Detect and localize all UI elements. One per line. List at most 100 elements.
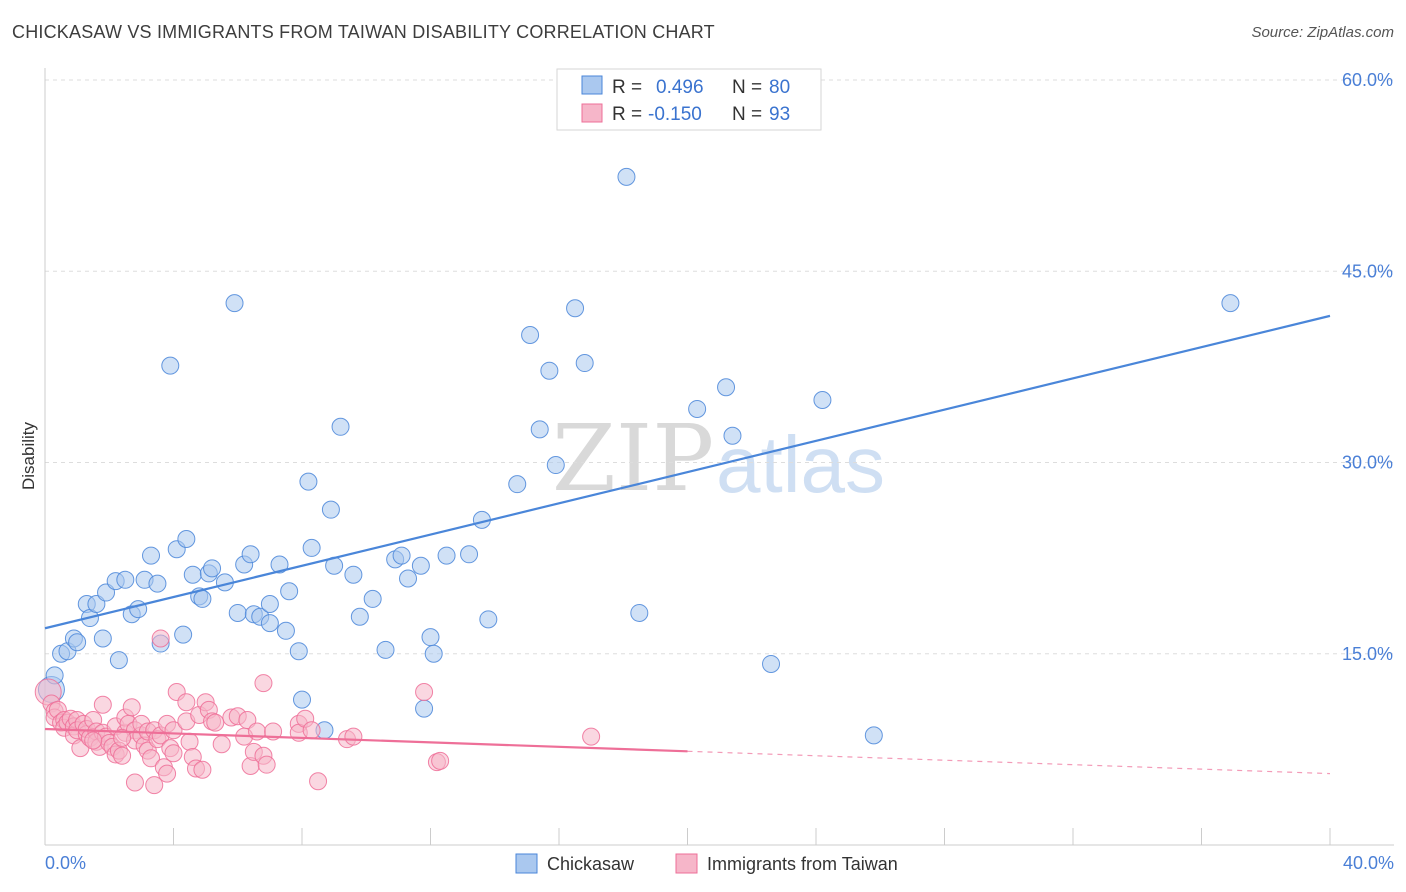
chickasaw-point — [566, 299, 585, 318]
series-legend-label-taiwan: Immigrants from Taiwan — [707, 854, 898, 874]
x-tick-labels: 0.0% 40.0% — [44, 828, 1394, 873]
chickasaw-point — [399, 569, 418, 588]
chickasaw-point — [864, 726, 883, 745]
chickasaw-point — [87, 595, 106, 614]
taiwan-point — [344, 727, 363, 746]
chickasaw-point — [193, 589, 212, 608]
chickasaw-point — [161, 356, 180, 375]
taiwan-point — [193, 760, 212, 779]
taiwan-trend-line-extension — [687, 750, 1331, 775]
taiwan-point — [180, 732, 199, 751]
source-credit: Source: ZipAtlas.com — [1251, 24, 1394, 41]
chickasaw-point — [437, 546, 456, 565]
watermark-atlas: atlas — [716, 420, 885, 509]
y-tick-label: 30.0% — [1342, 453, 1393, 473]
legend-r-label: R = — [612, 104, 642, 125]
watermark-zip: ZIP — [552, 405, 714, 512]
chickasaw-point — [376, 640, 395, 659]
chickasaw-point — [116, 570, 135, 589]
taiwan-point — [582, 727, 601, 746]
chickasaw-point — [241, 545, 260, 564]
chickasaw-point — [392, 546, 411, 565]
chickasaw-point — [344, 565, 363, 584]
axes — [44, 68, 1394, 846]
chickasaw-point — [723, 426, 742, 445]
taiwan-point — [122, 698, 141, 717]
chickasaw-point — [350, 607, 369, 626]
chickasaw-point — [321, 500, 340, 519]
chickasaw-point — [174, 625, 193, 644]
chickasaw-point — [1221, 294, 1240, 313]
chickasaw-point — [415, 699, 434, 718]
chickasaw-point — [93, 629, 112, 648]
chickasaw-point — [331, 417, 350, 436]
taiwan-point — [93, 695, 112, 714]
taiwan-point — [254, 674, 273, 693]
taiwan-trend-line — [44, 727, 688, 753]
y-axis-title: Disability — [19, 421, 38, 490]
legend-r-value: -0.150 — [648, 104, 702, 125]
y-tick-label: 60.0% — [1342, 70, 1393, 90]
chickasaw-point — [276, 621, 295, 640]
chickasaw-point — [363, 589, 382, 608]
taiwan-point — [177, 693, 196, 712]
chickasaw-point — [546, 456, 565, 475]
chickasaw-point — [617, 167, 636, 186]
taiwan-point — [142, 749, 161, 768]
chickasaw-point — [530, 420, 549, 439]
chickasaw-point — [97, 583, 116, 602]
taiwan-point — [415, 683, 434, 701]
chickasaw-point — [717, 378, 736, 397]
chickasaw-point — [270, 555, 289, 574]
chickasaw-point — [302, 538, 321, 557]
y-tick-label: 45.0% — [1342, 261, 1393, 281]
legend-r-label: R = — [612, 77, 642, 98]
chickasaw-point — [424, 644, 443, 663]
legend-r-value: 0.496 — [656, 77, 704, 98]
chickasaw-point — [109, 651, 128, 670]
chickasaw-point — [508, 475, 527, 494]
chickasaw-point — [411, 556, 430, 575]
taiwan-point — [151, 629, 170, 648]
taiwan-point — [238, 711, 257, 730]
series-legend-swatch-taiwan — [675, 853, 698, 874]
chickasaw-point — [299, 472, 318, 491]
taiwan-point — [309, 772, 328, 791]
taiwan-point — [212, 735, 231, 754]
stats-legend: R = 0.496 N = 80 R = -0.150 N = 93 — [556, 68, 822, 131]
chickasaw-point — [260, 595, 279, 614]
legend-swatch-taiwan — [581, 103, 603, 123]
chickasaw-point — [521, 326, 540, 344]
chickasaw-point — [460, 545, 479, 564]
chickasaw-point — [479, 610, 498, 629]
series-legend-swatch-chickasaw — [515, 853, 538, 874]
chickasaw-point — [228, 603, 247, 622]
taiwan-point — [113, 746, 132, 765]
chickasaw-point — [280, 582, 299, 601]
chickasaw-point — [289, 642, 308, 661]
legend-n-value: 80 — [769, 77, 790, 98]
taiwan-point — [164, 744, 183, 763]
chickasaw-point — [630, 603, 649, 622]
taiwan-point — [431, 751, 450, 770]
chickasaw-point — [177, 530, 196, 548]
x-tick-label: 40.0% — [1343, 853, 1394, 873]
chickasaw-point — [688, 399, 707, 418]
chickasaw-point — [68, 633, 87, 652]
data-points — [34, 167, 1240, 795]
chickasaw-point — [421, 628, 440, 647]
chickasaw-point — [203, 559, 222, 578]
taiwan-point — [84, 731, 103, 750]
chickasaw-point — [762, 654, 781, 673]
trend-lines — [44, 314, 1331, 775]
taiwan-point — [206, 713, 225, 732]
legend-n-label: N = — [732, 104, 762, 125]
chickasaw-point — [293, 690, 311, 709]
series-legend-label-chickasaw: Chickasaw — [547, 854, 635, 874]
legend-n-label: N = — [732, 77, 762, 98]
chickasaw-trend-line — [44, 314, 1331, 630]
series-legend: Chickasaw Immigrants from Taiwan — [515, 853, 898, 874]
chickasaw-point — [540, 361, 559, 380]
y-tick-labels: 15.0% 30.0% 45.0% 60.0% — [1342, 70, 1393, 664]
